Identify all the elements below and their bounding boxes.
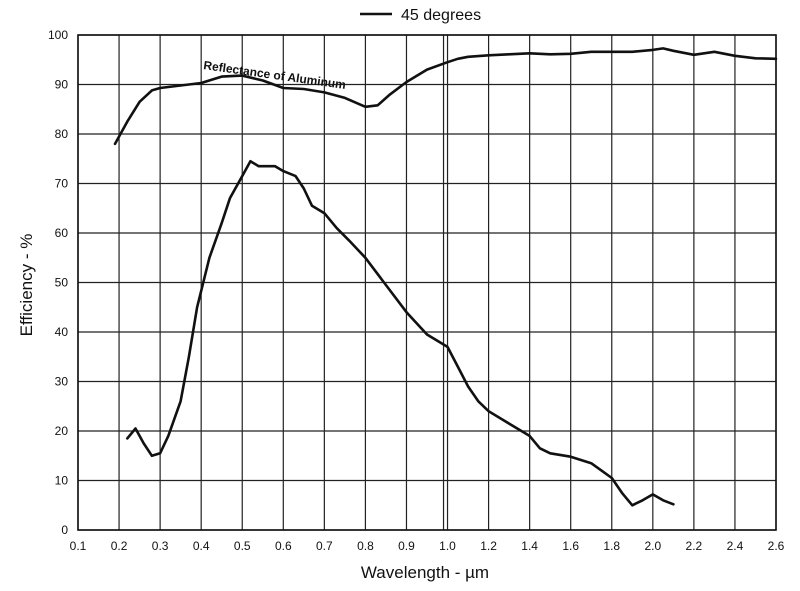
x-tick-label: 0.8 [357, 539, 374, 553]
y-axis-label: Efficiency - % [17, 234, 36, 337]
x-tick-label: 0.2 [111, 539, 128, 553]
x-tick-label: 0.4 [193, 539, 210, 553]
series-layer [113, 47, 778, 507]
y-tick-label: 70 [55, 177, 69, 191]
y-tick-label: 40 [55, 325, 69, 339]
x-tick-label: 1.6 [562, 539, 579, 553]
x-axis-label: Wavelength - µm [361, 563, 489, 582]
x-tick-label: 2.0 [644, 539, 661, 553]
x-tick-label: 2.2 [686, 539, 703, 553]
x-tick-label: 2.4 [727, 539, 744, 553]
x-tick-label: 1.4 [521, 539, 538, 553]
x-tick-label: 0.7 [316, 539, 333, 553]
y-tick-label: 60 [55, 226, 69, 240]
y-tick-label: 90 [55, 78, 69, 92]
legend-label: 45 degrees [401, 7, 481, 24]
legend: 45 degrees [360, 7, 481, 24]
x-tick-label: 1.8 [603, 539, 620, 553]
y-tick-label: 30 [55, 375, 69, 389]
y-tick-label: 100 [48, 28, 68, 42]
x-tick-label: 0.3 [152, 539, 169, 553]
x-tick-label: 0.5 [234, 539, 251, 553]
y-tick-label: 0 [61, 523, 68, 537]
x-tick-label: 0.1 [70, 539, 87, 553]
y-tick-label: 20 [55, 424, 69, 438]
series-line-aluminum-reflectance [113, 47, 778, 146]
y-tick-label: 50 [55, 276, 69, 290]
y-tick-label: 80 [55, 127, 69, 141]
y-tick-label: 10 [55, 474, 69, 488]
x-tick-label: 1.2 [480, 539, 497, 553]
y-tick-labels: 0 10 20 30 40 50 60 70 80 90 100 [48, 28, 68, 537]
plot-frame [77, 34, 777, 531]
x-tick-label: 0.9 [398, 539, 415, 553]
grid-lines [77, 34, 777, 531]
series-line-45-degrees [126, 159, 675, 507]
x-tick-label: 1.0 [439, 539, 456, 553]
x-tick-label: 2.6 [768, 539, 785, 553]
aluminum-reflectance-annotation: Reflectance of Aluminum [203, 58, 347, 92]
x-tick-labels: 0.1 0.2 0.3 0.4 0.5 0.6 0.7 0.8 0.9 1.0 1.2 1.4 1.6 1… [70, 539, 785, 553]
x-tick-label: 0.6 [275, 539, 292, 553]
